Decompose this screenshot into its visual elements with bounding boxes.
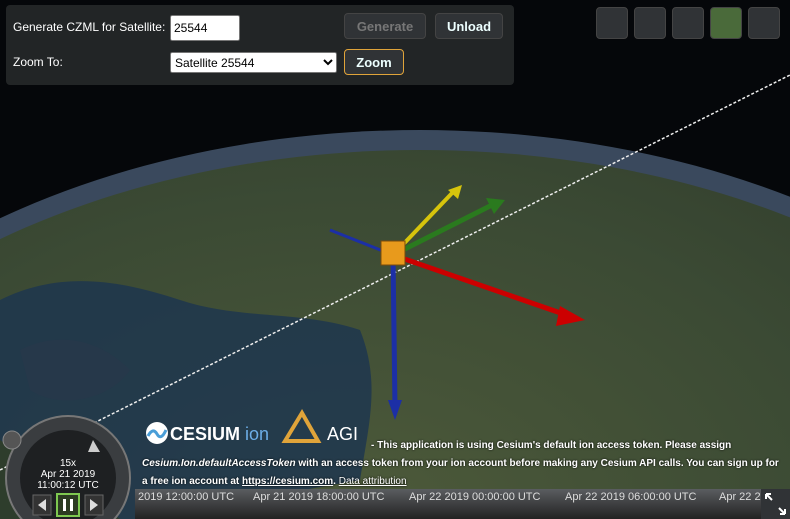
date: Apr 21 2019 bbox=[40, 469, 96, 480]
cesium-logo: CESIUM ion bbox=[170, 424, 269, 445]
credit-text: - This application is using Cesium's def… bbox=[142, 437, 782, 491]
timeline-label: 2019 12:00:00 UTC bbox=[138, 491, 235, 503]
ion-text: ion bbox=[245, 424, 270, 444]
zoom-button[interactable]: Zoom bbox=[344, 49, 404, 75]
animation-text: 15x Apr 21 2019 11:00:12 UTC bbox=[28, 458, 108, 491]
agi-logo: AGI bbox=[327, 424, 359, 444]
cesium-link[interactable]: https://cesium.com bbox=[242, 476, 334, 487]
timeline-label: Apr 22 2019 06:00:00 UTC bbox=[565, 491, 697, 503]
speed: 15x bbox=[59, 458, 77, 469]
home-button[interactable] bbox=[634, 7, 666, 39]
generate-button[interactable]: Generate bbox=[344, 13, 426, 39]
unload-button[interactable]: Unload bbox=[435, 13, 503, 39]
satellite-input[interactable] bbox=[170, 15, 240, 41]
timeline-label: Apr 21 2019 18:00:00 UTC bbox=[253, 491, 385, 503]
attribution-link[interactable]: Data attribution bbox=[338, 476, 407, 487]
timeline[interactable]: 2019 12:00:00 UTC Apr 21 2019 18:00:00 UT… bbox=[135, 489, 761, 519]
token-name: Cesium.Ion.defaultAccessToken bbox=[142, 458, 296, 469]
generate-label: Generate CZML for Satellite: bbox=[13, 20, 166, 34]
zoom-label: Zoom To: bbox=[13, 55, 63, 69]
base-layer-button[interactable] bbox=[710, 7, 742, 39]
credit-line: with an access token from your ion accou… bbox=[142, 458, 779, 487]
search-button[interactable] bbox=[596, 7, 628, 39]
timeline-label: Apr 22 20 bbox=[719, 491, 761, 503]
help-button[interactable] bbox=[748, 7, 780, 39]
zoom-select[interactable]: Satellite 25544 bbox=[170, 52, 337, 73]
timeline-label: Apr 22 2019 00:00:00 UTC bbox=[409, 491, 541, 503]
credit-period: . bbox=[333, 476, 336, 487]
time: 11:00:12 UTC bbox=[37, 480, 99, 491]
cesium-text: CESIUM bbox=[170, 424, 241, 444]
credit-line: - This application is using Cesium's def… bbox=[371, 440, 732, 451]
scene-mode-button[interactable] bbox=[672, 7, 704, 39]
